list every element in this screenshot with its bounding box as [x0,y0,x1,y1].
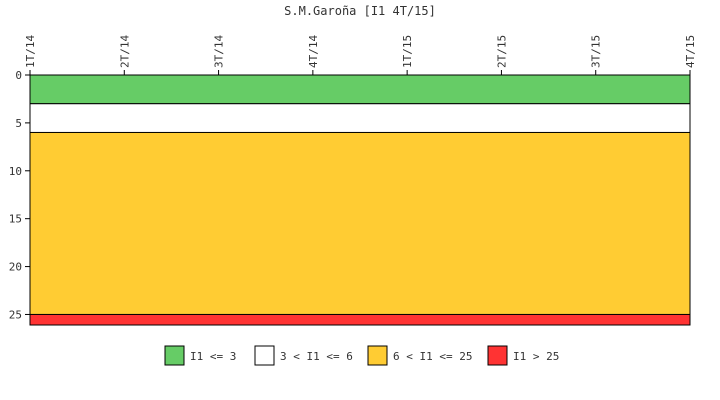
plot-frame [29,74,691,326]
legend-label-3: I1 > 25 [513,350,559,363]
x-tick-label: 3T/15 [590,35,603,68]
y-tick-label: 20 [9,261,22,274]
legend-label-0: I1 <= 3 [190,350,236,363]
y-tick-label: 25 [9,308,22,321]
y-tick-label: 10 [9,165,22,178]
legend-label-1: 3 < I1 <= 6 [280,350,353,363]
plot-border [29,74,691,326]
band-3 [29,313,691,326]
x-tick-label: 2T/14 [118,35,131,68]
y-tick-label: 0 [15,69,22,82]
y-tick-label: 15 [9,213,22,226]
legend-swatch-2 [367,345,388,366]
legend: I1 <= 3 3 < I1 <= 6 6 < I1 <= 25 I1 > 25 [164,345,559,366]
y-tick-label: 5 [15,117,22,130]
x-tick-label: 1T/14 [24,35,37,68]
legend-swatch-3 [487,345,508,366]
x-tick-label: 3T/14 [213,35,226,68]
legend-swatch-1 [254,345,275,366]
x-tick-label: 2T/15 [495,35,508,68]
band-2 [29,131,691,315]
chart-title: S.M.Garoña [I1 4T/15] [284,4,436,18]
band-0 [29,74,691,105]
x-tick-label: 1T/15 [401,35,414,68]
x-tick-label: 4T/15 [684,35,697,68]
x-axis: 1T/14 2T/14 3T/14 4T/14 1T/15 2T/15 3T/15 4T/15 [24,35,697,75]
y-axis: 0 5 10 15 20 25 [9,69,30,321]
band-1 [29,103,691,133]
legend-label-2: 6 < I1 <= 25 [393,350,472,363]
band-layer [29,74,691,326]
legend-swatch-0 [164,345,185,366]
x-tick-label: 4T/14 [307,35,320,68]
